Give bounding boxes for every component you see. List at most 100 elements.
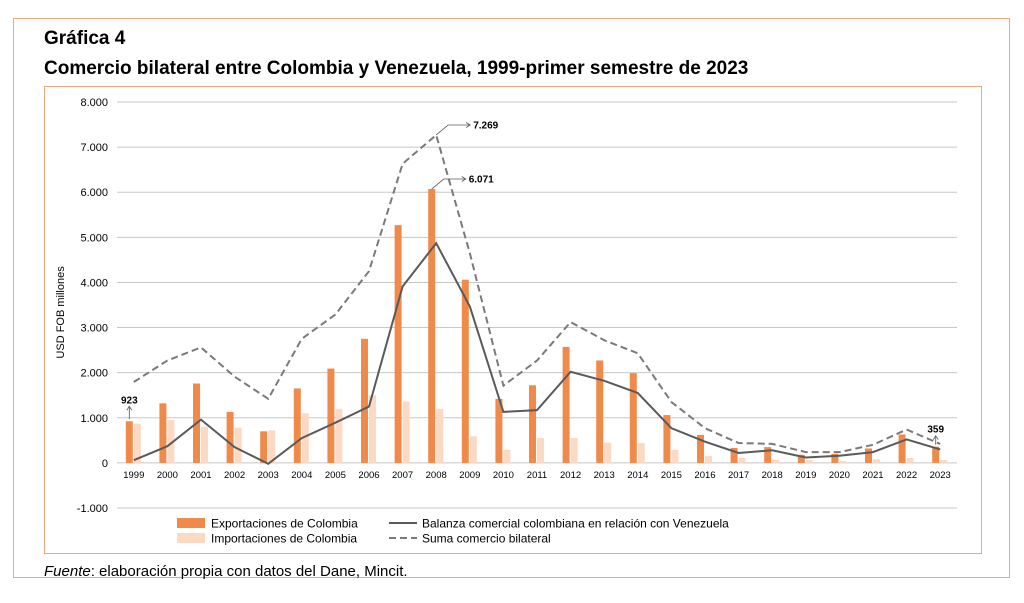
x-tick-label: 2002: [224, 470, 245, 481]
y-axis-label: USD FOB millones: [55, 266, 67, 359]
import-bar: [805, 460, 813, 463]
x-tick-label: 2011: [527, 470, 547, 481]
annotation-arrowhead: [461, 176, 467, 182]
annotation-label: 7.269: [473, 120, 498, 131]
y-tick-label: -1.000: [77, 503, 108, 515]
plot-frame: [44, 86, 982, 554]
export-bar: [797, 454, 805, 463]
export-bar: [730, 448, 738, 463]
import-bar: [268, 430, 276, 463]
x-tick-label: 2001: [190, 470, 211, 481]
export-bar: [461, 279, 469, 463]
export-bar: [865, 448, 872, 463]
y-tick-label: 3.000: [80, 323, 108, 335]
x-tick-label: 2014: [627, 470, 648, 481]
export-bar: [260, 431, 268, 463]
annotation-923-arrow: [126, 405, 133, 411]
annotation-arrowhead: [465, 122, 471, 128]
import-bar: [637, 443, 645, 463]
legend-label-exports: Exportaciones de Colombia: [211, 517, 358, 531]
annotation-359: 359: [927, 425, 944, 436]
figure-frame: [13, 18, 1010, 578]
import-bar: [234, 427, 242, 463]
export-bar: [125, 421, 133, 463]
y-tick-label: 5.000: [80, 232, 108, 244]
x-tick-label: 2017: [728, 470, 749, 481]
import-bar: [839, 461, 847, 463]
y-tick-label: 4.000: [80, 277, 108, 289]
export-bar: [596, 360, 604, 463]
y-tick-label: 2.000: [80, 368, 108, 380]
import-bar: [335, 408, 343, 463]
annotation-923: 923: [121, 395, 138, 406]
import-bar: [133, 423, 141, 463]
figure-label: Gráfica 4: [44, 28, 126, 49]
x-tick-label: 2020: [829, 470, 850, 481]
export-bar: [898, 434, 906, 463]
x-tick-label: 2022: [896, 470, 917, 481]
x-tick-label: 2000: [157, 470, 178, 481]
sum-line: [133, 133, 941, 454]
export-bar: [629, 373, 637, 463]
y-tick-label: 1.000: [80, 413, 108, 425]
import-bar: [705, 456, 712, 463]
legend-label-sum: Suma comercio bilateral: [422, 532, 551, 546]
export-bar: [159, 403, 167, 463]
import-bar: [772, 459, 780, 463]
export-bar: [226, 411, 234, 463]
x-tick-label: 2018: [762, 470, 783, 481]
export-bar: [562, 346, 570, 463]
source-prefix: Fuente: [44, 563, 91, 580]
x-tick-label: 2010: [493, 470, 514, 481]
x-tick-label: 2015: [661, 470, 682, 481]
export-bar: [831, 453, 839, 463]
balance-line: [133, 241, 941, 465]
x-tick-label: 2006: [358, 470, 379, 481]
x-tick-label: 2016: [694, 470, 715, 481]
export-bar: [932, 446, 940, 463]
export-bar: [428, 189, 436, 463]
import-bar: [604, 442, 612, 463]
import-bar: [167, 420, 175, 463]
x-tick-label: 2023: [930, 470, 951, 481]
y-tick-label: 8.000: [80, 97, 108, 109]
export-bar: [529, 385, 536, 463]
import-bar: [738, 457, 746, 463]
legend-swatch-imports: [177, 533, 205, 543]
x-tick-label: 2009: [459, 470, 480, 481]
x-tick-label: 2005: [325, 470, 346, 481]
y-tick-label: 7.000: [80, 142, 108, 154]
export-bar: [697, 434, 704, 463]
legend-swatch-exports: [177, 518, 205, 528]
import-bar: [503, 449, 511, 463]
source-note: Fuente: elaboración propia con datos del…: [44, 563, 408, 580]
x-tick-label: 1999: [123, 470, 144, 481]
x-tick-label: 2008: [426, 470, 447, 481]
chart-title: Comercio bilateral entre Colombia y Vene…: [44, 58, 749, 79]
export-bar: [293, 388, 301, 463]
export-bar: [663, 415, 671, 463]
x-tick-label: 2021: [862, 470, 883, 481]
import-bar: [402, 401, 410, 463]
import-bar: [906, 457, 914, 463]
export-bar: [495, 398, 503, 463]
import-bar: [537, 438, 544, 463]
x-tick-label: 2004: [291, 470, 312, 481]
annotation-leader: [431, 178, 466, 190]
export-bar: [764, 447, 772, 463]
x-tick-label: 2012: [560, 470, 581, 481]
import-bar: [873, 459, 880, 463]
x-tick-label: 2013: [594, 470, 615, 481]
annotation-leader: [435, 124, 471, 136]
import-bar: [469, 436, 477, 463]
import-bar: [201, 426, 208, 463]
import-bar: [671, 449, 679, 463]
x-tick-label: 2019: [795, 470, 816, 481]
legend-label-balance: Balanza comercial colombiana en relación…: [422, 517, 729, 531]
import-bar: [369, 395, 376, 463]
y-tick-label: 0: [102, 458, 108, 470]
annotation-359-arrow: [932, 434, 939, 440]
export-bar: [361, 338, 368, 463]
import-bar: [436, 408, 444, 463]
